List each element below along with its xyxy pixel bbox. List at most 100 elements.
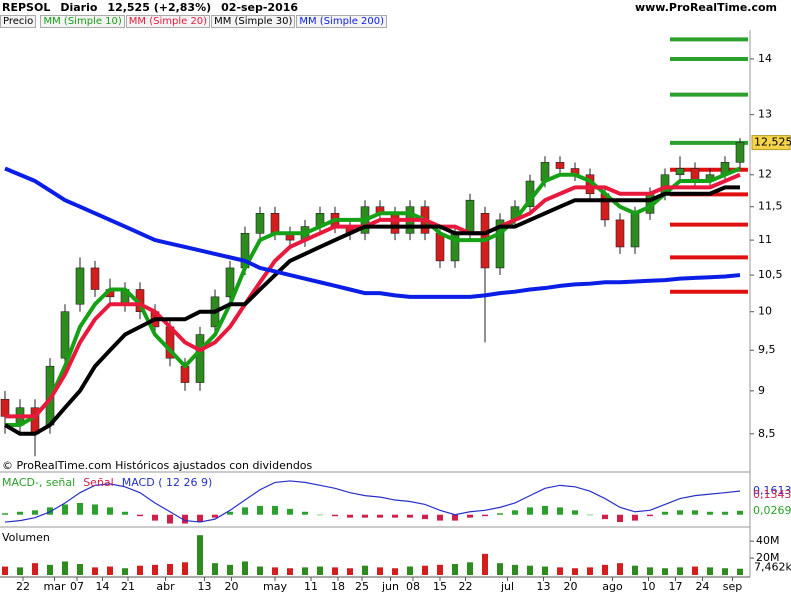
- macd-bar: [647, 514, 653, 517]
- volume-bar: [497, 563, 503, 575]
- macd-bar: [587, 514, 593, 516]
- ma-line: [5, 172, 741, 419]
- candle-body: [0, 398, 10, 417]
- y-tick-label: 12: [758, 168, 772, 181]
- candle-body: [90, 267, 100, 290]
- site: www.ProRealTime.com: [634, 1, 777, 14]
- macd-bar: [152, 514, 158, 521]
- macd-bar: [227, 511, 233, 515]
- candle-body: [735, 142, 745, 163]
- candle-body: [255, 212, 265, 234]
- volume-bar: [407, 566, 413, 575]
- volume-bar: [92, 567, 98, 575]
- volume-bar: [512, 564, 518, 575]
- volume-value-label: 7,462k: [754, 561, 791, 574]
- x-tick-label: 17: [669, 580, 683, 593]
- x-tick-label: sep: [723, 580, 742, 593]
- macd-bar: [137, 514, 143, 517]
- candle-body: [75, 267, 85, 305]
- x-tick-label: 11: [304, 580, 318, 593]
- macd-legend: MACD-, señal: [2, 476, 75, 489]
- y-tick-label: 9,5: [758, 343, 776, 356]
- macd-bar: [2, 513, 8, 515]
- y-tick-label: 40M: [756, 534, 780, 547]
- x-tick-label: 14: [96, 580, 110, 593]
- volume-bar: [362, 565, 368, 575]
- x-tick-label: abr: [156, 580, 175, 593]
- volume-bar: [527, 565, 533, 575]
- volume-bar: [737, 568, 743, 575]
- macd-value-label: 0,0269: [753, 504, 791, 517]
- candle-body: [60, 311, 70, 359]
- x-tick-label: mar: [44, 580, 66, 593]
- volume-bar: [587, 567, 593, 575]
- note: © ProRealTime.com Históricos ajustados c…: [2, 459, 313, 472]
- volume-bar: [647, 567, 653, 575]
- macd-bar: [392, 514, 398, 518]
- volume-bar: [257, 566, 263, 575]
- y-tick-label: 20M: [756, 551, 780, 564]
- volume-bar: [482, 553, 488, 575]
- volume-bar: [707, 567, 713, 575]
- legend-item: Precio: [0, 15, 37, 28]
- macd-bar: [482, 514, 488, 517]
- x-tick-label: 15: [433, 580, 447, 593]
- volume-label: Volumen: [2, 531, 50, 544]
- legend-item: MM (Simple 30): [211, 15, 296, 28]
- volume-bar: [572, 568, 578, 575]
- volume-bar: [287, 568, 293, 575]
- x-tick-label: 08: [406, 580, 420, 593]
- macd-bar: [332, 514, 338, 517]
- macd-bar: [287, 508, 293, 515]
- y-tick-label: 13: [758, 108, 772, 121]
- volume-bar: [377, 567, 383, 575]
- volume-bar: [242, 561, 248, 575]
- macd-bar: [722, 511, 728, 515]
- volume-bar: [617, 563, 623, 575]
- volume-bar: [167, 564, 173, 575]
- symbol: REPSOL: [2, 1, 51, 14]
- volume-bar: [392, 568, 398, 575]
- x-tick-label: 13: [198, 580, 212, 593]
- volume-bar: [662, 568, 668, 575]
- x-tick-label: 20: [564, 580, 578, 593]
- volume-bar: [137, 565, 143, 575]
- candle-body: [390, 212, 400, 234]
- volume-bar: [557, 567, 563, 575]
- volume-bar: [62, 561, 68, 575]
- volume-bar: [302, 567, 308, 575]
- macd-bar: [707, 511, 713, 515]
- macd-bar: [407, 514, 413, 518]
- x-tick-label: ago: [602, 580, 623, 593]
- candle-body: [225, 267, 235, 298]
- macd-bar: [32, 510, 38, 515]
- x-tick-label: 18: [331, 580, 345, 593]
- macd-bar: [677, 510, 683, 515]
- x-tick-label: may: [263, 580, 287, 593]
- candle-body: [465, 199, 475, 234]
- macd-bar: [602, 514, 608, 520]
- volume-bar: [332, 567, 338, 575]
- volume-bar: [677, 567, 683, 575]
- x-tick-label: 10: [642, 580, 656, 593]
- y-tick-label: 9: [758, 384, 765, 397]
- x-tick-label: 22: [459, 580, 473, 593]
- volume-bar: [227, 564, 233, 575]
- macd-value-label: 0,1613: [753, 484, 791, 497]
- macd-bar: [317, 514, 323, 516]
- macd-bar: [47, 507, 53, 515]
- macd-legend: Señal: [83, 476, 114, 489]
- macd-bar: [692, 510, 698, 515]
- ma-line: [5, 166, 741, 428]
- volume-bar: [32, 563, 38, 575]
- ma-line: [4, 166, 741, 299]
- macd-bar: [257, 505, 263, 515]
- macd-bar: [497, 513, 503, 515]
- x-tick-label: 21: [121, 580, 135, 593]
- macd-bar: [377, 514, 383, 518]
- volume-bar: [2, 566, 8, 575]
- volume-bar: [152, 564, 158, 575]
- volume-bar: [212, 563, 218, 575]
- quote: 12,525 (+2,83%): [107, 1, 212, 14]
- volume-bar: [602, 564, 608, 575]
